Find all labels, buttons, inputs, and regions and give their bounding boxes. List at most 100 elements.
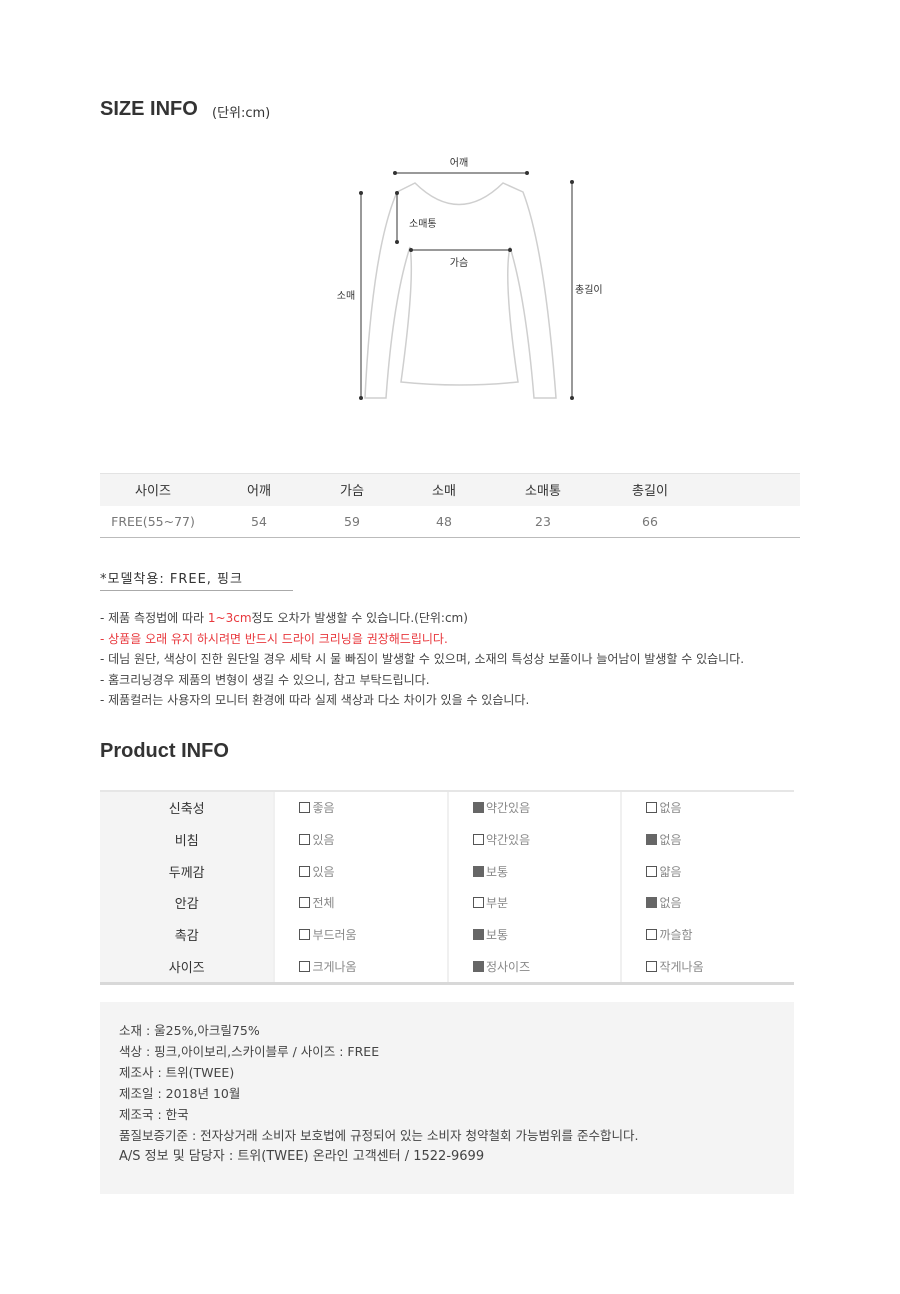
option: 얇음: [620, 855, 794, 888]
checked-box-icon: [472, 865, 484, 877]
row-label: 두께감: [100, 855, 274, 888]
size-unit: (단위:cm): [212, 106, 271, 121]
option-label: 없음: [659, 833, 682, 848]
note-item: - 상품을 오래 유지 하시려면 반드시 드라이 크리닝을 권장해드립니다.: [100, 631, 448, 646]
note-item: - 홈크리닝경우 제품의 변형이 생길 수 있으니, 참고 부탁드립니다.: [100, 672, 430, 687]
option: 좋음: [273, 792, 447, 824]
checked-box-icon: [646, 897, 658, 909]
note-item: - 제품 측정법에 따라 1~3cm정도 오차가 발생할 수 있습니다.(단위:…: [100, 611, 468, 625]
header-cell: 소매통: [496, 473, 590, 506]
unchecked-box-icon: [646, 960, 658, 972]
option-label: 전체: [312, 896, 335, 911]
header-cell: 어깨: [206, 473, 312, 506]
option-label: 보통: [485, 928, 509, 943]
size-table-header: 사이즈 어깨 가슴 소매 소매통 총길이: [100, 473, 800, 506]
size-table: 사이즈 어깨 가슴 소매 소매통 총길이 FREE(55~77) 54 59 4…: [100, 473, 800, 538]
detail-line: 소재 : 울25%,아크릴75%: [119, 1023, 260, 1038]
option: 보통: [446, 855, 621, 888]
option: 있음: [273, 855, 447, 888]
label-shoulder: 어깨: [450, 157, 468, 169]
checked-box-icon: [472, 802, 484, 814]
notes-list: - 제품 측정법에 따라 1~3cm정도 오차가 발생할 수 있습니다.(단위:…: [100, 608, 744, 711]
table-row: 비침 있음 약간있음 없음: [100, 823, 794, 856]
detail-line: 제조일 : 2018년 10월: [119, 1086, 241, 1101]
cell: 48: [392, 505, 496, 538]
row-label: 비침: [100, 823, 274, 856]
option-label: 얇음: [659, 864, 682, 879]
product-info-title: Product INFO: [100, 740, 229, 762]
unchecked-box-icon: [646, 865, 658, 877]
option-label: 까슬함: [659, 928, 693, 943]
label-sleeve: 소매: [337, 290, 355, 302]
option-label: 작게나옴: [659, 959, 704, 974]
option: 있음: [273, 823, 447, 856]
table-row: 안감 전체 부분 없음: [100, 887, 794, 919]
option: 전체: [273, 887, 447, 919]
option-label: 없음: [659, 801, 682, 816]
unchecked-box-icon: [472, 834, 484, 846]
detail-line: 제조사 : 트위(TWEE): [119, 1065, 235, 1080]
option-label: 정사이즈: [485, 959, 531, 974]
cell: 54: [206, 505, 312, 538]
checked-box-icon: [646, 834, 658, 846]
detail-line: 품질보증기준 : 전자상거래 소비자 보호법에 규정되어 있는 소비자 청약철회…: [119, 1128, 639, 1143]
checked-box-icon: [472, 929, 484, 941]
option: 약간있음: [446, 792, 621, 824]
cell: 59: [312, 505, 392, 538]
unchecked-box-icon: [299, 960, 311, 972]
label-chest: 가슴: [450, 257, 468, 269]
size-info-title: SIZE INFO: [100, 98, 198, 120]
unchecked-box-icon: [299, 897, 311, 909]
option-label: 약간있음: [485, 833, 531, 848]
header-cell: 가슴: [312, 473, 392, 506]
detail-line: A/S 정보 및 담당자 : 트위(TWEE) 온라인 고객센터 / 1522-…: [119, 1149, 485, 1164]
table-row: 촉감 부드러움 보통 까슬함: [100, 918, 794, 951]
table-row: FREE(55~77) 54 59 48 23 66: [100, 505, 800, 538]
row-label: 신축성: [100, 792, 274, 824]
option: 크게나옴: [273, 950, 447, 983]
option: 까슬함: [620, 918, 794, 951]
detail-line: 제조국 : 한국: [119, 1107, 189, 1122]
option: 부분: [446, 887, 621, 919]
option-label: 크게나옴: [312, 959, 357, 974]
unchecked-box-icon: [472, 897, 484, 909]
garment-diagram: 어깨 소매통 가슴 소매 총길이: [337, 157, 603, 400]
unchecked-box-icon: [646, 802, 658, 814]
garment-outline: [364, 182, 557, 399]
cell: FREE(55~77): [100, 505, 206, 538]
product-info-table: 신축성 좋음 약간있음 없음 비침 있음 약간있음 없음 두께감 있음 보통 얇음 안감 전체 부분 없음 촉감…: [100, 790, 794, 986]
label-sleeve-width: 소매통: [409, 218, 437, 230]
option-label: 좋음: [312, 801, 335, 816]
option-label: 약간있음: [485, 801, 531, 816]
option: 없음: [620, 887, 794, 919]
option: 약간있음: [446, 823, 621, 856]
option: 없음: [620, 823, 794, 856]
model-wearing: *모델착용: FREE, 핑크: [100, 568, 293, 591]
option-label: 없음: [659, 896, 682, 911]
unchecked-box-icon: [299, 802, 311, 814]
detail-line: 색상 : 핑크,아이보리,스카이블루 / 사이즈 : FREE: [119, 1044, 380, 1059]
label-total-length: 총길이: [575, 283, 603, 296]
header-cell: 소매: [392, 473, 496, 506]
checked-box-icon: [472, 960, 484, 972]
option-label: 보통: [485, 864, 509, 879]
option-label: 부드러움: [312, 928, 357, 943]
unchecked-box-icon: [299, 834, 311, 846]
unchecked-box-icon: [299, 865, 311, 877]
table-row: 신축성 좋음 약간있음 없음: [100, 792, 794, 824]
row-label: 사이즈: [100, 950, 274, 983]
option: 정사이즈: [446, 950, 621, 983]
option: 작게나옴: [620, 950, 794, 983]
note-item: - 제품컬러는 사용자의 모니터 환경에 따라 실제 색상과 다소 차이가 있을…: [100, 693, 530, 707]
header-cell: 총길이: [590, 473, 710, 506]
table-row: 사이즈 크게나옴 정사이즈 작게나옴: [100, 950, 794, 983]
unchecked-box-icon: [299, 929, 311, 941]
option-label: 있음: [312, 864, 335, 879]
option: 부드러움: [273, 918, 447, 951]
option-label: 부분: [485, 896, 509, 911]
product-details: 소재 : 울25%,아크릴75% 색상 : 핑크,아이보리,스카이블루 / 사이…: [100, 1002, 794, 1194]
note-item: - 데님 원단, 색상이 진한 원단일 경우 세탁 시 물 빠짐이 발생할 수 …: [100, 652, 745, 666]
option: 보통: [446, 918, 621, 951]
option-label: 있음: [312, 833, 335, 848]
option: 없음: [620, 792, 794, 824]
